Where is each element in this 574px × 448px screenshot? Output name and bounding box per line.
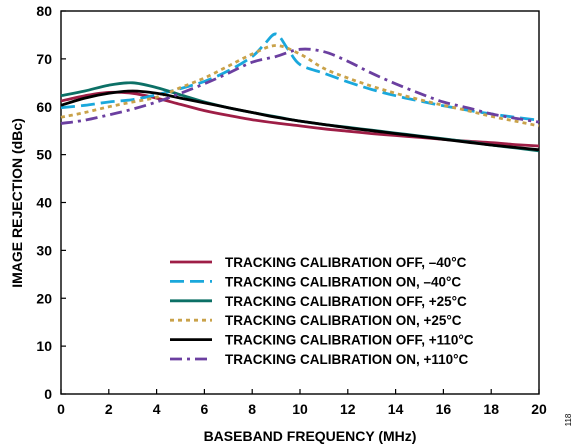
x-tick-label: 20 (531, 401, 547, 417)
y-tick-label: 0 (44, 386, 52, 402)
x-tick-label: 4 (153, 401, 161, 417)
x-tick-label: 16 (436, 401, 452, 417)
legend-box (160, 245, 536, 381)
series-line-5 (60, 89, 540, 152)
y-tick-label: 10 (36, 338, 52, 354)
legend-label: TRACKING CALIBRATION OFF, +110°C (225, 333, 474, 348)
x-tick-label: 0 (57, 401, 65, 417)
x-tick-label: 10 (292, 401, 308, 417)
x-tick-label: 2 (105, 401, 113, 417)
x-tick-label: 14 (388, 401, 404, 417)
legend-label: TRACKING CALIBRATION OFF, +25°C (225, 294, 467, 309)
y-tick-label: 40 (36, 195, 52, 211)
series-lines (60, 32, 540, 153)
legend-label: TRACKING CALIBRATION OFF, –40°C (225, 255, 467, 270)
y-tick-label: 50 (36, 147, 52, 163)
x-tick-label: 8 (248, 401, 256, 417)
legend-label: TRACKING CALIBRATION ON, –40°C (225, 274, 461, 289)
axis-ticks: 0 2 4 6 8 10 12 14 16 18 20 0 10 20 30 40 50 60 70 80 (36, 3, 547, 417)
legend: TRACKING CALIBRATION OFF, –40°C TRACKING … (170, 255, 474, 367)
y-tick-label: 60 (36, 99, 52, 115)
series-line-6 (60, 47, 540, 125)
x-tick-label: 12 (340, 401, 356, 417)
y-tick-label: 20 (36, 290, 52, 306)
x-axis-title: BASEBAND FREQUENCY (MHz) (204, 428, 417, 444)
legend-label: TRACKING CALIBRATION ON, +110°C (225, 352, 469, 367)
x-tick-label: 18 (483, 401, 499, 417)
y-tick-label: 70 (36, 51, 52, 67)
series-line-4 (60, 44, 540, 128)
figure-id: 118 (564, 413, 573, 426)
y-axis-title: IMAGE REJECTION (dBc) (9, 118, 25, 288)
legend-label: TRACKING CALIBRATION ON, +25°C (225, 313, 462, 328)
y-tick-label: 80 (36, 3, 52, 19)
x-tick-label: 6 (201, 401, 209, 417)
y-tick-label: 30 (36, 242, 52, 258)
